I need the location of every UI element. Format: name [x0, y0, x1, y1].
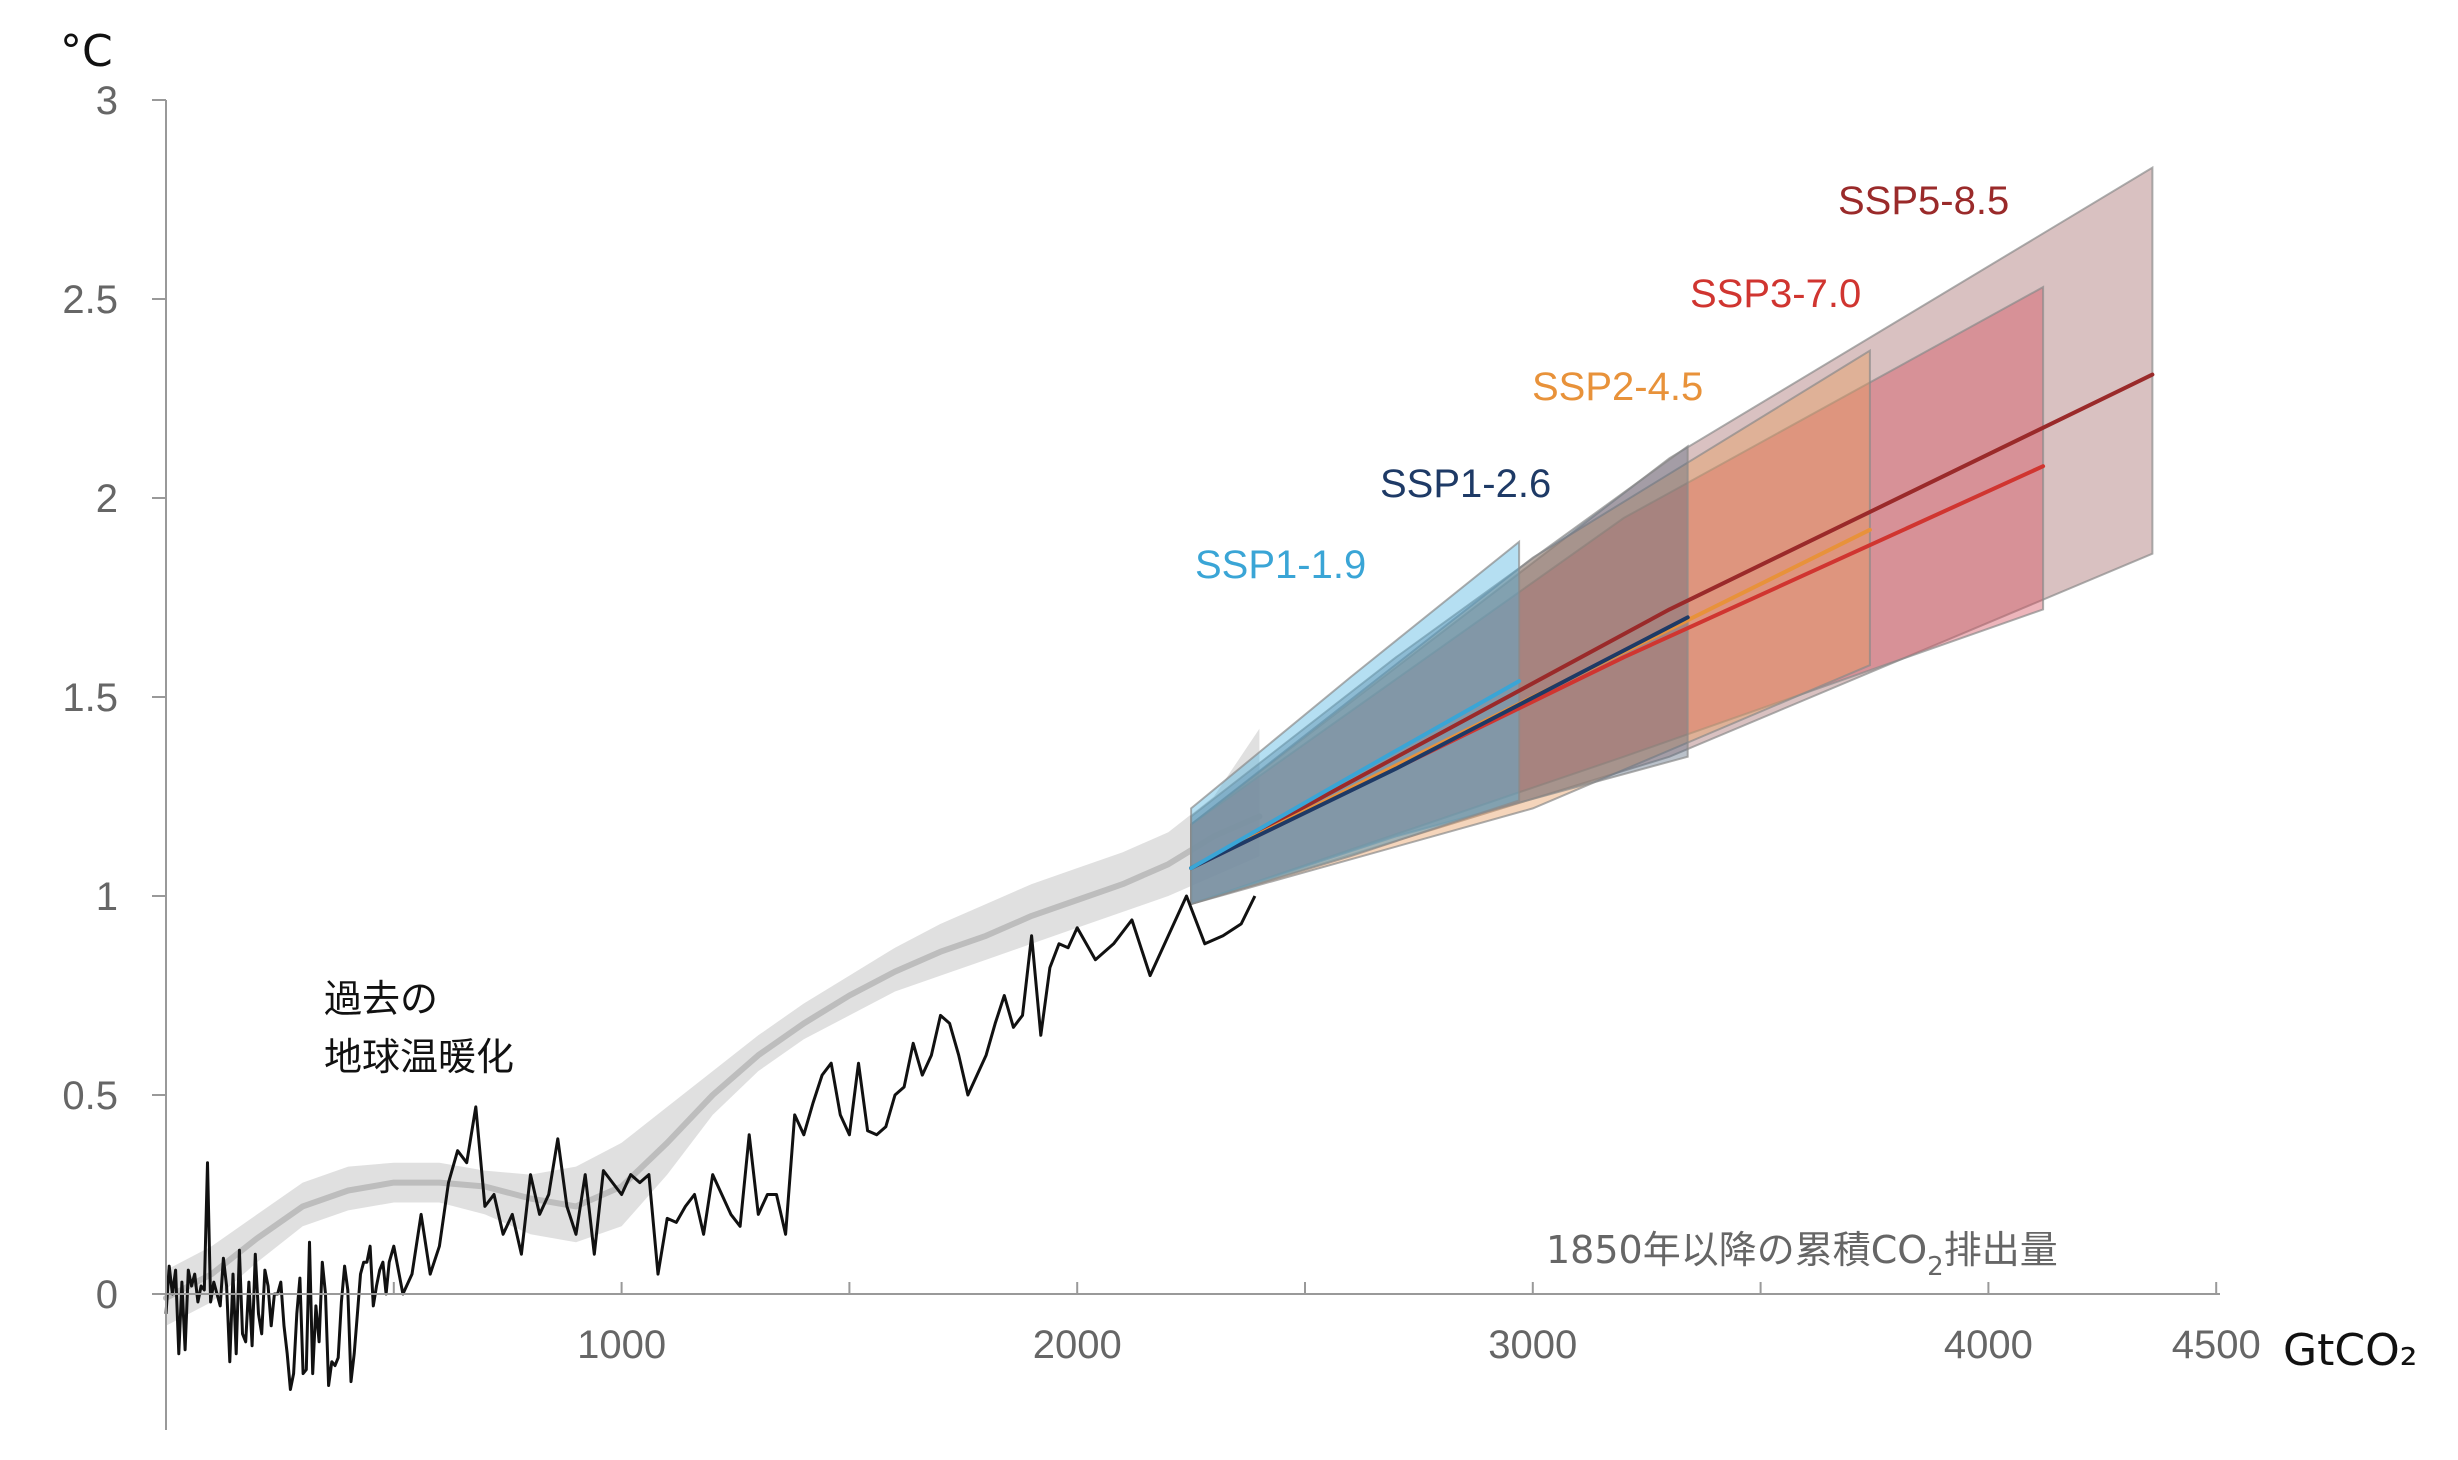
y-tick-label: 1.5 — [62, 676, 118, 720]
historical-uncertainty-band — [166, 728, 1260, 1326]
historical-label-line2: 地球温暖化 — [324, 1035, 514, 1079]
x-tick-label: 1000 — [577, 1323, 666, 1367]
x-axis-title: 1850年以降の累積CO2排出量 — [1546, 1228, 2058, 1282]
scenario-band-ssp119 — [1190, 539, 1521, 906]
y-tick-label: 1 — [96, 875, 118, 919]
scenario-line-ssp126 — [1189, 615, 1690, 871]
historical-smoothed-line — [163, 813, 1263, 1301]
historical-observed-line — [164, 894, 1257, 1391]
legend-label-ssp1-26: SSP1-2.6 — [1380, 462, 1551, 506]
scenario-band-group — [1190, 165, 2154, 906]
x-unit-label: GtCO₂ — [2283, 1325, 2417, 1376]
x-tick-label: 4000 — [1944, 1323, 2033, 1367]
x-axis-title-end: 排出量 — [1944, 1228, 2058, 1272]
historical-label-line1: 過去の — [324, 977, 438, 1021]
legend-label-ssp1-19: SSP1-1.9 — [1195, 543, 1366, 587]
x-tick-label: 2000 — [1033, 1323, 1122, 1367]
y-tick-label: 3 — [96, 79, 118, 123]
scenario-line-ssp119 — [1189, 679, 1522, 871]
historical-band-group — [163, 728, 1263, 1326]
scenario-line-ssp585 — [1189, 372, 2155, 871]
legend-label-ssp2-45: SSP2-4.5 — [1532, 365, 1703, 409]
y-unit-label: °C — [60, 26, 113, 77]
historical-line-group — [164, 894, 1257, 1391]
x-tick-label: 3000 — [1488, 1323, 1577, 1367]
axes: 0 0.5 1 1.5 2 2.5 3 1000 2000 3000 4000 4500 — [62, 79, 2261, 1430]
x-axis-title-subscript: 2 — [1927, 1252, 1944, 1282]
y-tick-label: 0.5 — [62, 1074, 118, 1118]
x-ticks: 1000 2000 3000 4000 4500 — [392, 1282, 2261, 1367]
y-ticks: 0 0.5 1 1.5 2 2.5 3 — [62, 79, 166, 1317]
scenario-labels: SSP1-1.9 SSP1-2.6 SSP2-4.5 SSP3-7.0 SSP5… — [1195, 179, 2009, 587]
legend-label-ssp3-70: SSP3-7.0 — [1690, 272, 1861, 316]
plot-area — [163, 165, 2155, 1391]
legend-label-ssp5-85: SSP5-8.5 — [1838, 179, 2009, 223]
x-tick-label: 4500 — [2172, 1323, 2261, 1367]
y-tick-label: 2 — [96, 477, 118, 521]
y-tick-label: 0 — [96, 1273, 118, 1317]
x-axis-title-main: 1850年以降の累積CO — [1546, 1228, 1927, 1272]
scenario-line-group — [1189, 372, 2155, 871]
y-tick-label: 2.5 — [62, 278, 118, 322]
